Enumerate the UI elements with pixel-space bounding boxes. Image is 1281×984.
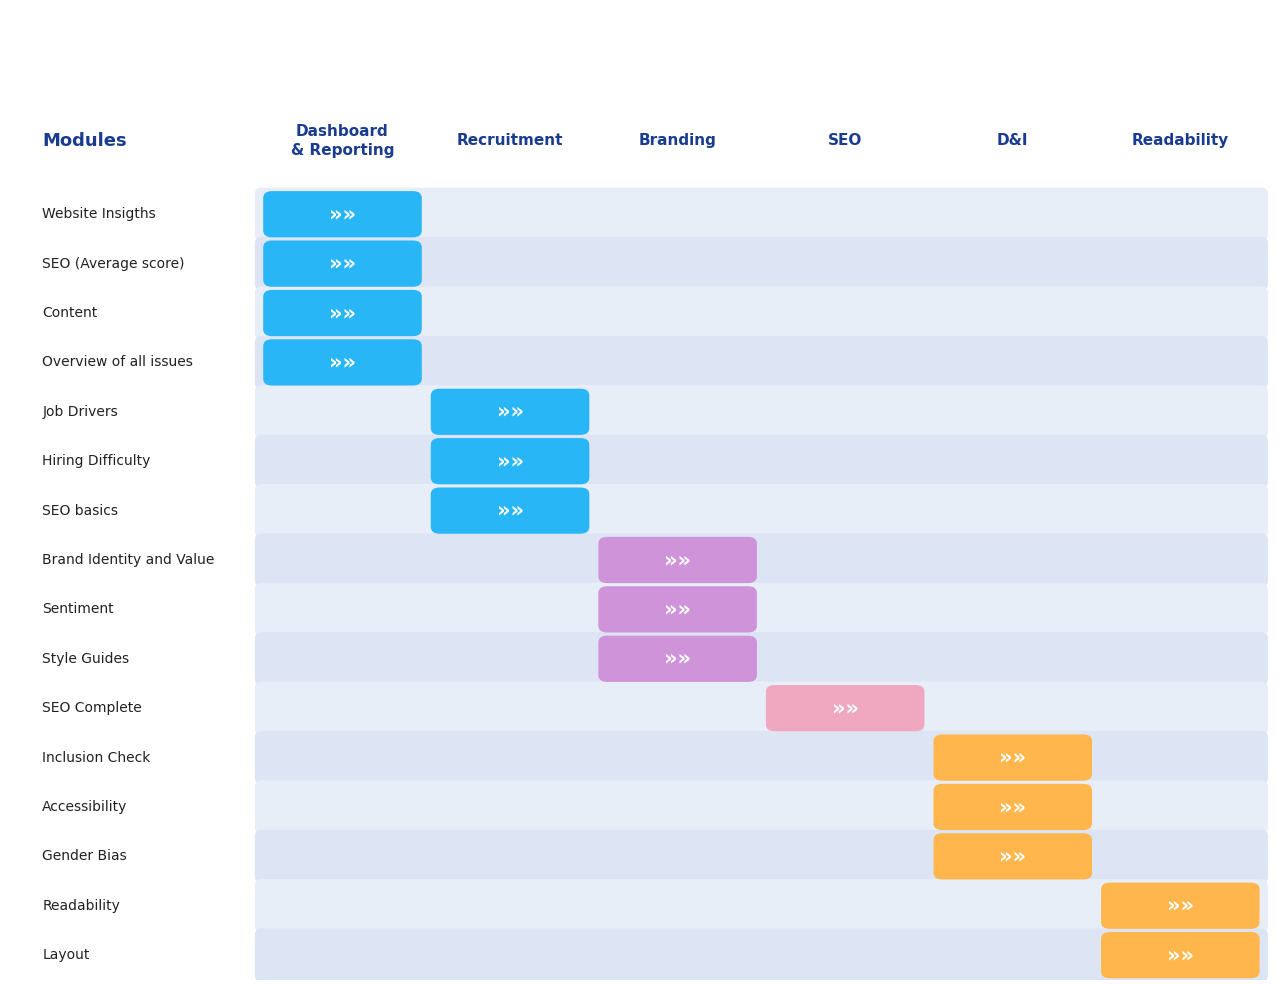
Text: D&I: D&I: [997, 133, 1029, 149]
Text: SEO Complete: SEO Complete: [42, 702, 142, 715]
Text: »»: »»: [329, 254, 356, 274]
FancyBboxPatch shape: [934, 833, 1091, 880]
Text: »»: »»: [999, 846, 1026, 866]
Text: Inclusion Check: Inclusion Check: [42, 751, 151, 765]
FancyBboxPatch shape: [430, 438, 589, 484]
Text: »»: »»: [1167, 946, 1194, 965]
FancyBboxPatch shape: [255, 879, 1268, 933]
FancyBboxPatch shape: [934, 734, 1091, 780]
FancyBboxPatch shape: [255, 484, 1268, 537]
FancyBboxPatch shape: [934, 784, 1091, 830]
Text: SEO basics: SEO basics: [42, 504, 118, 518]
FancyBboxPatch shape: [255, 830, 1268, 883]
Text: Sentiment: Sentiment: [42, 602, 114, 616]
Text: Modules: Modules: [42, 132, 127, 150]
FancyBboxPatch shape: [255, 286, 1268, 339]
FancyBboxPatch shape: [255, 336, 1268, 389]
Text: Readability: Readability: [1131, 133, 1228, 149]
Text: Recruitment: Recruitment: [457, 133, 564, 149]
Text: Branding: Branding: [639, 133, 716, 149]
FancyBboxPatch shape: [255, 780, 1268, 833]
FancyBboxPatch shape: [255, 237, 1268, 290]
Text: »»: »»: [329, 352, 356, 372]
Text: »»: »»: [497, 452, 524, 471]
Text: »»: »»: [831, 699, 858, 718]
Text: »»: »»: [999, 797, 1026, 817]
Text: »»: »»: [664, 599, 692, 619]
Text: Website Insigths: Website Insigths: [42, 208, 156, 221]
Text: Dashboard
& Reporting: Dashboard & Reporting: [291, 124, 395, 157]
FancyBboxPatch shape: [766, 685, 925, 731]
Text: »»: »»: [664, 648, 692, 669]
Text: Readability: Readability: [42, 898, 120, 913]
Text: Hiring Difficulty: Hiring Difficulty: [42, 455, 151, 468]
FancyBboxPatch shape: [255, 188, 1268, 241]
FancyBboxPatch shape: [263, 191, 421, 237]
Text: Job Drivers: Job Drivers: [42, 404, 118, 419]
FancyBboxPatch shape: [263, 339, 421, 386]
Text: »»: »»: [664, 550, 692, 570]
FancyBboxPatch shape: [263, 290, 421, 337]
FancyBboxPatch shape: [255, 435, 1268, 488]
FancyBboxPatch shape: [255, 731, 1268, 784]
FancyBboxPatch shape: [255, 583, 1268, 636]
FancyBboxPatch shape: [263, 240, 421, 286]
Text: »»: »»: [329, 205, 356, 224]
Text: Style Guides: Style Guides: [42, 651, 129, 666]
Text: »»: »»: [999, 748, 1026, 768]
Text: Brand Identity and Value: Brand Identity and Value: [42, 553, 215, 567]
Text: Layout: Layout: [42, 949, 90, 962]
Text: »»: »»: [497, 401, 524, 422]
Text: »»: »»: [497, 501, 524, 521]
FancyBboxPatch shape: [255, 385, 1268, 439]
FancyBboxPatch shape: [1102, 883, 1259, 929]
Text: Content: Content: [42, 306, 97, 320]
FancyBboxPatch shape: [255, 682, 1268, 735]
Text: SEO: SEO: [828, 133, 862, 149]
Text: SEO (Average score): SEO (Average score): [42, 257, 184, 271]
FancyBboxPatch shape: [255, 632, 1268, 686]
Text: Accessibility: Accessibility: [42, 800, 128, 814]
FancyBboxPatch shape: [1102, 932, 1259, 978]
FancyBboxPatch shape: [598, 537, 757, 584]
FancyBboxPatch shape: [430, 389, 589, 435]
FancyBboxPatch shape: [598, 586, 757, 633]
FancyBboxPatch shape: [255, 929, 1268, 982]
Text: »»: »»: [1167, 895, 1194, 916]
FancyBboxPatch shape: [598, 636, 757, 682]
FancyBboxPatch shape: [255, 533, 1268, 586]
Text: Overview of all issues: Overview of all issues: [42, 355, 193, 369]
Text: »»: »»: [329, 303, 356, 323]
Text: Gender Bias: Gender Bias: [42, 849, 127, 863]
FancyBboxPatch shape: [430, 487, 589, 533]
